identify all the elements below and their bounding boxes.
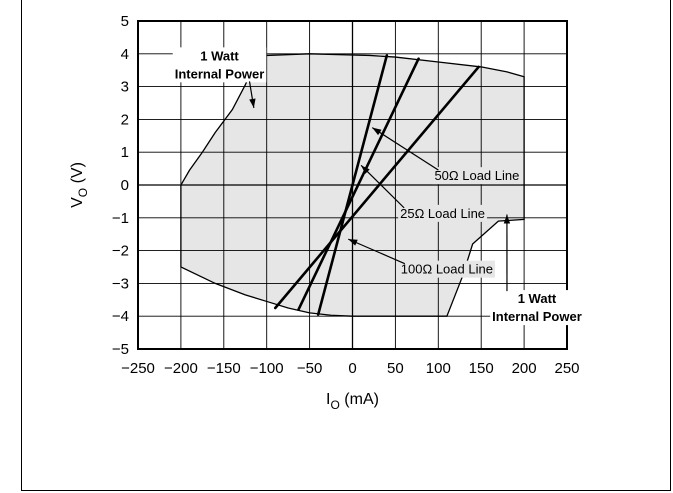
- x-tick-label: −50: [297, 360, 322, 377]
- power-annotation-line: Internal Power: [492, 309, 582, 324]
- y-tick-label: −2: [112, 243, 129, 260]
- x-tick-label: −250: [121, 360, 155, 377]
- y-tick-label: 1: [121, 144, 129, 161]
- power-annotation-bg: [172, 47, 267, 83]
- x-tick-label: 250: [554, 360, 579, 377]
- load-line-label: 50Ω Load Line: [434, 168, 519, 183]
- y-tick-label: −5: [112, 341, 129, 358]
- y-tick-label: 5: [121, 13, 129, 30]
- y-tick-label: −3: [112, 275, 129, 292]
- y-tick-label: 0: [121, 177, 129, 194]
- load-line-label-bg: [432, 167, 522, 185]
- y-tick-label: 3: [121, 79, 129, 96]
- x-tick-label: 100: [426, 360, 451, 377]
- power-annotation-arrow-head: [503, 214, 511, 224]
- load-line-arrow-head: [348, 239, 358, 246]
- power-annotation-bg: [490, 290, 584, 326]
- load-line-arrow: [347, 238, 406, 265]
- frame-border: [21, 0, 671, 491]
- load-line-arrow: [360, 164, 405, 209]
- x-tick-label: 50: [387, 360, 404, 377]
- load-line-arrow: [371, 127, 439, 171]
- load-line-label-bg: [398, 204, 488, 222]
- load-line-label-bg: [398, 260, 495, 278]
- load-line-label: 25Ω Load Line: [400, 206, 485, 221]
- power-annotation-line: 1 Watt: [200, 48, 239, 63]
- x-tick-label: 200: [512, 360, 537, 377]
- power-annotation-line: 1 Watt: [518, 291, 557, 306]
- load-line-label: 100Ω Load Line: [401, 262, 493, 277]
- power-annotation-line: Internal Power: [175, 66, 265, 81]
- y-tick-label: 2: [121, 111, 129, 128]
- load-line: [297, 57, 420, 311]
- x-axis-label: IO (mA): [326, 391, 379, 412]
- y-tick-label: −4: [112, 308, 129, 325]
- load-line: [316, 54, 389, 316]
- plot-area-border: [137, 20, 568, 350]
- x-tick-label: −200: [164, 360, 198, 377]
- x-tick-label: −100: [250, 360, 284, 377]
- load-line-arrow-head: [361, 165, 370, 174]
- y-axis-label: VO (V): [69, 162, 90, 208]
- y-tick-label: −1: [112, 210, 129, 227]
- x-tick-label: 150: [469, 360, 494, 377]
- load-line-arrow-head: [372, 127, 382, 136]
- y-tick-label: 4: [121, 46, 129, 63]
- power-annotation-arrow-head: [249, 98, 256, 108]
- x-tick-label: −150: [207, 360, 241, 377]
- x-tick-label: 0: [348, 360, 356, 377]
- load-line: [273, 65, 480, 310]
